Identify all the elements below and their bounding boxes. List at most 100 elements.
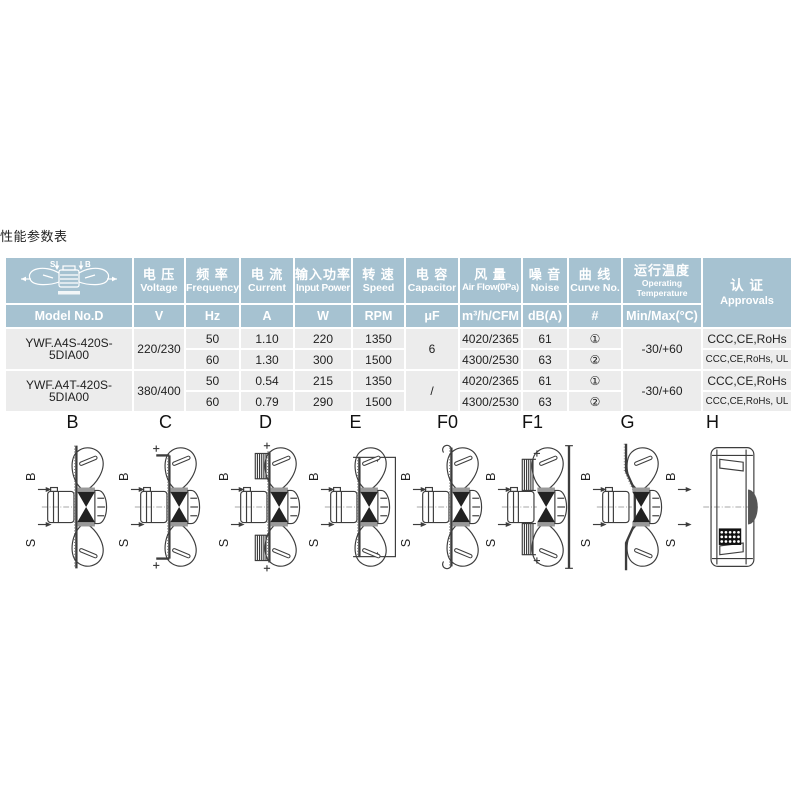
table-row: YWF.A4T-420S-5DIA00 380/400 50 0.54 215 1350/…	[6, 371, 791, 411]
axis-label-b: B	[580, 473, 593, 481]
diagram-slot-F0: F0 B S	[400, 410, 495, 580]
axis-label-s: S	[25, 539, 38, 547]
approvals-cell: CCC,CE,RoHs	[703, 329, 791, 348]
header-en: Air Flow(0Pa)	[462, 282, 519, 294]
diagram-label-B: B	[66, 412, 79, 432]
fan-diagram-C: BS	[118, 445, 201, 569]
header-unit-4: RPM	[353, 305, 404, 327]
curve-cell: ②	[569, 392, 621, 411]
speed-cell: 1500	[353, 392, 404, 411]
diagram-label-D: D	[259, 412, 272, 432]
axis-label-s: S	[308, 539, 321, 547]
header-zh: 电 容	[415, 266, 449, 282]
diagram-slot-E: E B S	[308, 410, 403, 580]
fan-diagram-G: BS	[580, 443, 663, 571]
input-power-cell: 220	[295, 329, 351, 348]
voltage-cell: 380/400	[134, 371, 184, 411]
input-power-cell: 290	[295, 392, 351, 411]
axis-label-b: B	[218, 473, 231, 481]
axis-label-b: B	[25, 473, 38, 481]
axis-label-b: B	[308, 473, 321, 481]
diagram-slot-F1: F1 B S	[485, 410, 580, 580]
header-unit-7: dB(A)	[523, 305, 567, 327]
model-cell: YWF.A4T-420S-5DIA00	[6, 371, 132, 411]
current-cell: 1.30	[241, 350, 293, 369]
header-en: Current	[248, 281, 286, 294]
speed-cell: 1350	[353, 329, 404, 348]
table-row: 60 0.79 290 1500 4300/2530 63 ② CCC,CE,RoHs, UL	[6, 392, 791, 411]
input-power-cell: 215	[295, 371, 351, 390]
table-row: YWF.A4S-420S-5DIA00 220/230 50 1.10 220 1350 6…	[6, 329, 791, 369]
axis-label-s: S	[400, 539, 413, 547]
header-unit-6: m³/h/CFM	[460, 305, 521, 327]
spec-table: S B 电 压 Voltage 频 率 Frequency 电 流 Current 输入功率…	[4, 256, 793, 413]
axis-label-s: S	[665, 539, 678, 547]
input-power-cell: 300	[295, 350, 351, 369]
header-model-label: Model No.D	[6, 305, 132, 327]
axis-label-b: B	[665, 473, 678, 481]
header-col-3: 输入功率 Input Power	[295, 258, 351, 303]
temperature-cell: -30/+60	[623, 371, 701, 411]
frequency-cell: 50	[186, 371, 239, 390]
header-col-6: 风 量 Air Flow(0Pa)	[460, 258, 521, 303]
diagram-label-F1: F1	[521, 412, 543, 432]
header-col-7: 噪 音 Noise	[523, 258, 567, 303]
capacitor-cell: 6	[406, 329, 458, 369]
airflow-cell: 4300/2530	[460, 392, 521, 411]
airflow-cell: 4020/2365	[460, 329, 521, 348]
header-model-icon-cell: S B	[6, 258, 132, 303]
diagram-label-E: E	[349, 412, 362, 432]
header-unit-9: Min/Max(°C)	[623, 305, 701, 327]
temperature-cell: -30/+60	[623, 329, 701, 369]
fan-diagram-F0: BS	[400, 444, 483, 570]
airflow-cell: 4020/2365	[460, 371, 521, 390]
header-zh: 电 流	[250, 266, 284, 282]
speed-cell: 1500	[353, 350, 404, 369]
header-col-9: 运行温度 Operating Temperature	[623, 258, 701, 303]
axis-label-s: S	[485, 539, 498, 547]
noise-cell: 61	[523, 329, 567, 348]
approvals-cell: CCC,CE,RoHs, UL	[703, 350, 791, 369]
approvals-cell: CCC,CE,RoHs, UL	[703, 392, 791, 411]
header-unit-0: V	[134, 305, 184, 327]
noise-cell: 63	[523, 392, 567, 411]
diagram-label-C: C	[159, 412, 172, 432]
voltage-cell: 220/230	[134, 329, 184, 369]
axis-label-b: B	[400, 473, 413, 481]
fan-diagram-D: BS	[218, 442, 301, 572]
curve-cell: ①	[569, 329, 621, 348]
header-en: Frequency	[186, 281, 239, 294]
capacitor-cell: /	[406, 371, 458, 411]
fan-diagram-B: BS	[25, 445, 108, 569]
header-zh: 噪 音	[528, 266, 562, 282]
speed-cell: 1350	[353, 371, 404, 390]
header-en: Noise	[530, 281, 560, 294]
header-en: Input Power	[296, 283, 350, 295]
header-unit-3: W	[295, 305, 351, 327]
header-en: Operating Temperature	[636, 278, 688, 298]
model-cell: YWF.A4S-420S-5DIA00	[6, 329, 132, 369]
header-unit-1: Hz	[186, 305, 239, 327]
axis-label-b: B	[118, 473, 131, 481]
header-approvals: 认 证 Approvals	[703, 258, 791, 327]
header-zh: 转 速	[362, 266, 395, 282]
axis-label-b: B	[485, 473, 498, 481]
icon-axis-b: B	[85, 260, 91, 269]
approvals-cell: CCC,CE,RoHs	[703, 371, 791, 390]
diagram-label-F0: F0	[436, 412, 458, 432]
header-col-2: 电 流 Current	[241, 258, 293, 303]
fan-diagram-H: BS	[665, 447, 758, 567]
header-col-8: 曲 线 Curve No.	[569, 258, 621, 303]
header-unit-8: #	[569, 305, 621, 327]
diagram-label-H: H	[706, 412, 719, 432]
header-zh: 电 压	[142, 266, 176, 282]
header-zh: 曲 线	[578, 266, 612, 282]
header-en: Curve No.	[570, 281, 620, 294]
page-title: 性能参数表	[0, 229, 68, 244]
curve-cell: ②	[569, 350, 621, 369]
